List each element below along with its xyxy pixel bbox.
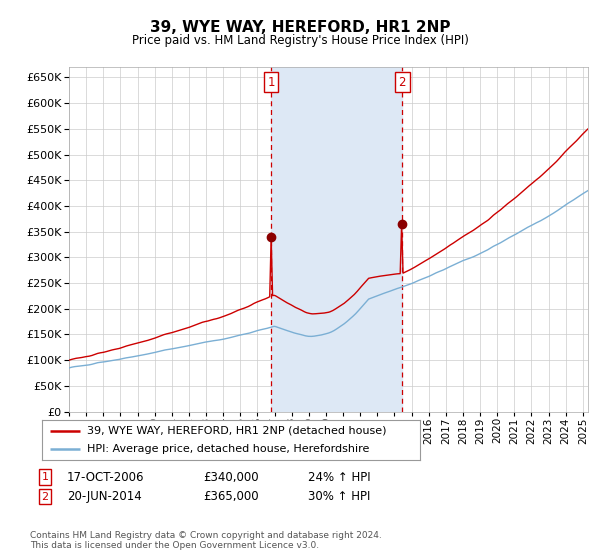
Text: HPI: Average price, detached house, Herefordshire: HPI: Average price, detached house, Here…: [88, 445, 370, 454]
Text: 39, WYE WAY, HEREFORD, HR1 2NP (detached house): 39, WYE WAY, HEREFORD, HR1 2NP (detached…: [88, 426, 387, 436]
Text: 1: 1: [267, 76, 275, 89]
Text: 2: 2: [41, 492, 49, 502]
Text: 2: 2: [398, 76, 406, 89]
Text: 30% ↑ HPI: 30% ↑ HPI: [308, 490, 370, 503]
Text: Price paid vs. HM Land Registry's House Price Index (HPI): Price paid vs. HM Land Registry's House …: [131, 34, 469, 47]
Text: 20-JUN-2014: 20-JUN-2014: [68, 490, 142, 503]
Text: 17-OCT-2006: 17-OCT-2006: [66, 470, 144, 484]
Text: £340,000: £340,000: [203, 470, 259, 484]
Text: 24% ↑ HPI: 24% ↑ HPI: [308, 470, 370, 484]
Text: 1: 1: [41, 472, 49, 482]
Text: Contains HM Land Registry data © Crown copyright and database right 2024.
This d: Contains HM Land Registry data © Crown c…: [30, 531, 382, 550]
Text: £365,000: £365,000: [203, 490, 259, 503]
Text: 39, WYE WAY, HEREFORD, HR1 2NP: 39, WYE WAY, HEREFORD, HR1 2NP: [150, 21, 450, 35]
Bar: [271, 67, 403, 412]
